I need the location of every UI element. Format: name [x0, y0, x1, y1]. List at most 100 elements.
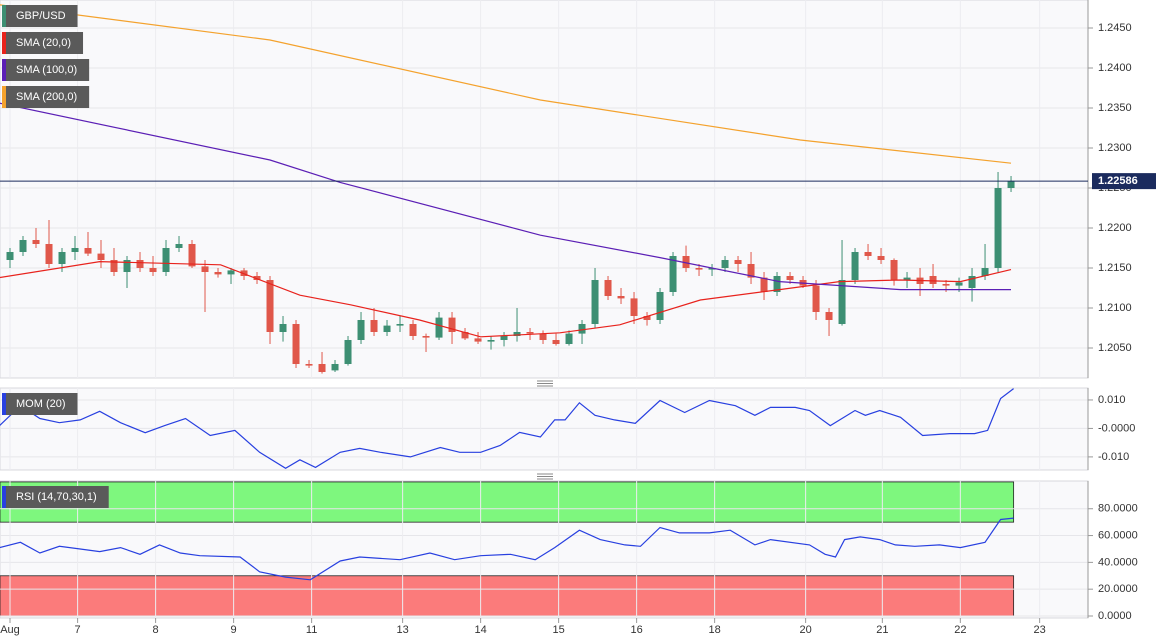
panel-handle — [537, 380, 553, 480]
candle-body — [19, 240, 27, 252]
legend-label: GBP/USD — [16, 10, 66, 22]
y-tick-label: 1.2150 — [1098, 262, 1132, 274]
legend-entry: MOM (20) — [2, 393, 78, 415]
candle-body — [253, 276, 261, 280]
candle-body — [721, 260, 729, 268]
x-tick-label: 16 — [631, 624, 643, 636]
candle-body — [994, 188, 1002, 268]
candle-body — [669, 256, 677, 292]
candle-body — [747, 264, 755, 278]
y-tick-label: 60.0000 — [1098, 529, 1138, 541]
candle-body — [643, 316, 651, 320]
x-tick-label: Aug — [0, 624, 20, 636]
y-tick-label: 1.2300 — [1098, 142, 1132, 154]
y-tick-label: 1.2450 — [1098, 22, 1132, 34]
candle-body — [903, 277, 911, 280]
candle-body — [214, 272, 222, 275]
legend-entry: RSI (14,70,30,1) — [2, 486, 109, 508]
candle-body — [383, 325, 391, 332]
candle-body — [734, 260, 742, 264]
candle-body — [422, 336, 430, 338]
y-tick-label: 1.2050 — [1098, 342, 1132, 354]
last-price-label: 1.22586 — [1098, 175, 1138, 187]
candle-body — [565, 333, 573, 344]
y-tick-label: 1.2100 — [1098, 302, 1132, 314]
candle-body — [955, 282, 963, 286]
candle-body — [539, 333, 547, 340]
x-tick-label: 8 — [153, 624, 159, 636]
legend-swatch — [2, 59, 6, 81]
candle-body — [149, 268, 157, 272]
candle-body — [6, 252, 14, 260]
legend-box — [2, 59, 90, 81]
x-tick-label: 23 — [1034, 624, 1046, 636]
candle-body — [981, 268, 989, 276]
candle-body — [773, 276, 781, 292]
y-tick-label: 40.0000 — [1098, 556, 1138, 568]
legend-swatch — [2, 5, 6, 27]
x-tick-label: 11 — [306, 624, 317, 636]
candle-body — [110, 260, 118, 272]
candle-body — [617, 296, 625, 299]
y-tick-label: 0.0000 — [1098, 610, 1132, 622]
legend-entry: SMA (100,0) — [2, 59, 90, 81]
candle-body — [396, 324, 404, 326]
panel-background — [0, 0, 1089, 379]
candle-body — [97, 253, 105, 260]
candle-body — [890, 260, 898, 280]
candle-body — [58, 252, 66, 264]
x-tick-label: 22 — [954, 624, 966, 636]
candle-body — [656, 292, 664, 320]
series-line — [0, 517, 1014, 581]
legend-label: SMA (20,0) — [16, 37, 71, 49]
candle-body — [292, 324, 300, 364]
candle-body — [968, 276, 976, 288]
candle-body — [409, 324, 417, 336]
candle-body — [851, 252, 859, 280]
candle-body — [318, 364, 326, 372]
candle-body — [71, 248, 79, 252]
candle-body — [552, 340, 560, 344]
legend-swatch — [2, 32, 6, 54]
x-tick-label: 18 — [709, 624, 721, 636]
series-line — [0, 102, 1011, 291]
candle-body — [331, 364, 339, 371]
legend-label: MOM (20) — [16, 398, 66, 410]
candle-body — [435, 317, 443, 338]
y-tick-label: 20.0000 — [1098, 583, 1138, 595]
candle-body — [461, 332, 469, 339]
legend-box — [2, 5, 78, 27]
legend-box — [2, 486, 109, 508]
candle-body — [825, 312, 833, 320]
candle-body — [877, 256, 885, 260]
x-tick-label: 13 — [396, 624, 408, 636]
candle-body — [578, 324, 586, 334]
y-tick-label: 80.0000 — [1098, 503, 1138, 515]
candle-body — [708, 268, 716, 270]
candle-body — [45, 244, 53, 264]
panel-background — [0, 387, 1089, 471]
candle-body — [357, 320, 365, 340]
candle-body — [370, 320, 378, 332]
y-tick-label: -0.010 — [1098, 451, 1129, 463]
series-line — [0, 4, 1012, 164]
legend-entry: SMA (200,0) — [2, 86, 90, 108]
candle-body — [344, 340, 352, 364]
candle-body — [227, 270, 235, 275]
candle-body — [864, 252, 872, 256]
legend-entry: SMA (20,0) — [2, 32, 84, 54]
candle-body — [929, 276, 937, 284]
candle-body — [526, 332, 534, 334]
legend-box — [2, 393, 78, 415]
x-tick-label: 7 — [75, 624, 81, 636]
x-tick-label: 9 — [231, 624, 237, 636]
candle-body — [487, 340, 495, 342]
candle-body — [630, 298, 638, 316]
last-price-box — [1092, 173, 1156, 190]
candle-body — [1007, 181, 1015, 188]
series-line — [0, 388, 1014, 470]
series-line — [0, 260, 1012, 338]
candle-body — [760, 277, 768, 292]
candle-body — [84, 248, 92, 254]
